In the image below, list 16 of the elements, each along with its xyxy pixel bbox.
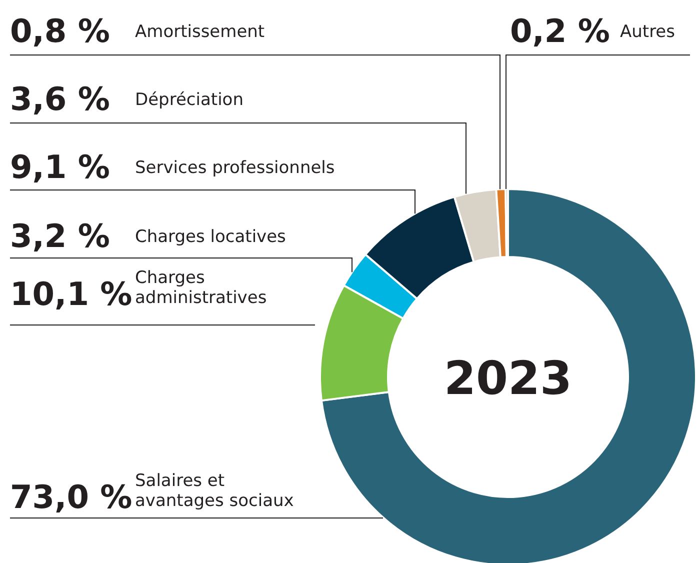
data-label: 10,1 % bbox=[10, 275, 132, 313]
slice-label: Salaires et avantages sociaux bbox=[135, 471, 294, 511]
slice-label: Services professionnels bbox=[135, 158, 335, 178]
data-label: 73,0 % bbox=[10, 478, 132, 516]
slice-label: Dépréciation bbox=[135, 90, 244, 110]
slice-label: Charges administratives bbox=[135, 268, 267, 308]
data-label: 9,1 % bbox=[10, 148, 110, 186]
data-label: 0,8 % bbox=[10, 12, 110, 50]
data-label: 3,2 % bbox=[10, 217, 110, 255]
text: 2023 bbox=[444, 351, 572, 405]
slice-label: Charges locatives bbox=[135, 227, 286, 247]
data-label: 3,6 % bbox=[10, 80, 110, 118]
slice-label: Amortissement bbox=[135, 22, 265, 42]
slice-label: Autres bbox=[620, 22, 676, 42]
data-label: 0,2 % bbox=[510, 12, 610, 50]
donut-slice bbox=[320, 188, 697, 563]
